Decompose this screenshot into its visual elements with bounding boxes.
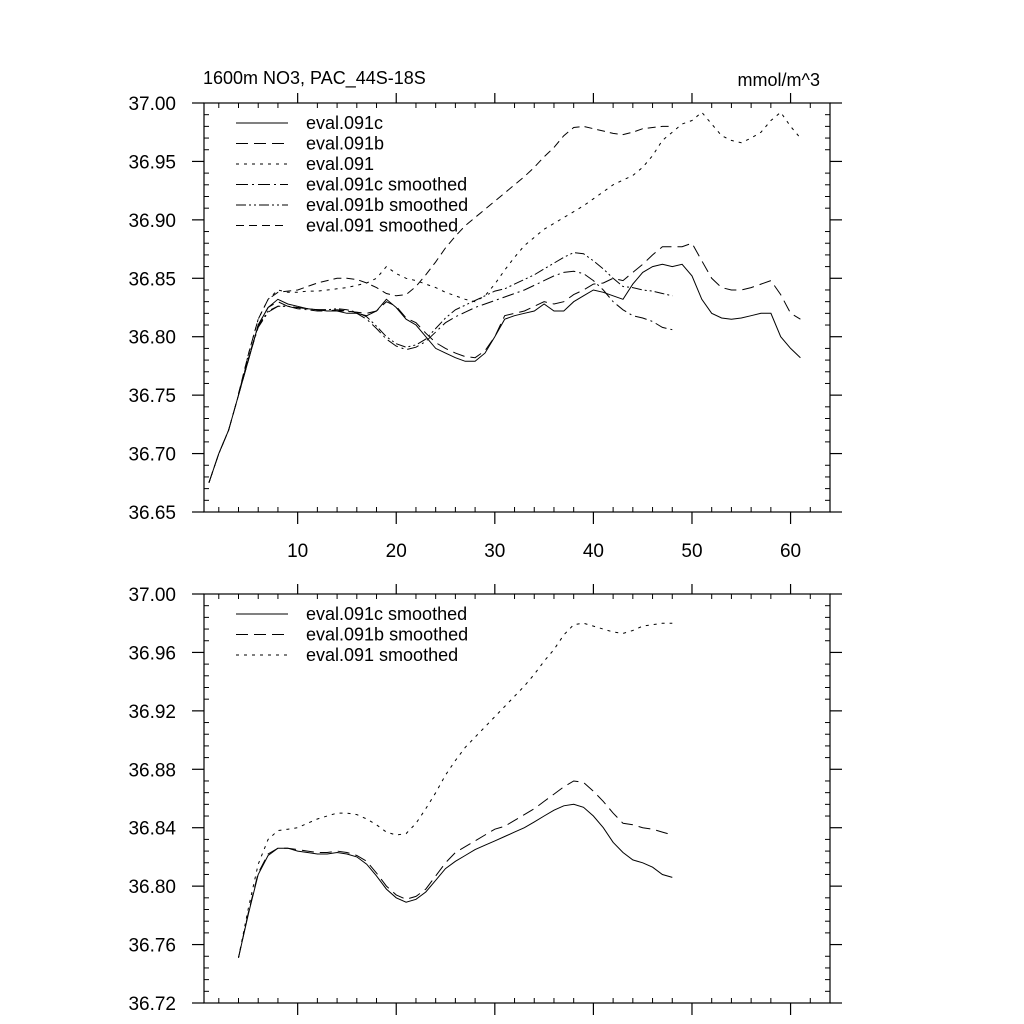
y-tick-label: 36.80 <box>128 877 176 898</box>
y-tick-label: 36.75 <box>128 386 176 407</box>
y-tick-label: 36.88 <box>128 760 176 781</box>
legend-label: eval.091b <box>306 134 384 154</box>
y-tick-label: 36.92 <box>128 702 176 723</box>
series-line-eval-091b-smoothed <box>238 780 673 958</box>
top-panel: 1600m NO3, PAC_44S-18S mmol/m^3 10 20 30 40… <box>128 68 842 562</box>
y-tick-label: 36.76 <box>128 936 176 957</box>
units-label: mmol/m^3 <box>738 70 820 90</box>
series-line-eval-091-smoothed <box>238 622 673 958</box>
series-line-eval-091b-smoothed <box>238 252 673 395</box>
y-tick-label: 36.84 <box>128 819 176 840</box>
y-tick-label: 37.00 <box>128 585 176 606</box>
series-line-eval-091b <box>208 242 801 483</box>
series-line-eval-091c-smoothed <box>238 803 673 958</box>
y-tick-label: 36.90 <box>128 211 176 232</box>
legend-label: eval.091b smoothed <box>306 625 468 645</box>
legend-label: eval.091 smoothed <box>306 645 458 665</box>
y-tick-label: 37.00 <box>128 94 176 115</box>
series-line-eval-091-smoothed <box>238 125 673 395</box>
y-tick-label: 36.96 <box>128 643 176 664</box>
y-tick-label: 36.85 <box>128 269 176 290</box>
legend-label: eval.091 <box>306 154 374 174</box>
x-tick-label: 50 <box>681 541 702 562</box>
x-tick-label: 20 <box>386 541 407 562</box>
legend-label: eval.091c smoothed <box>306 175 467 195</box>
y-tick-label: 36.80 <box>128 328 176 349</box>
legend-label: eval.091 smoothed <box>306 216 458 236</box>
x-tick-label: 40 <box>583 541 604 562</box>
plot-frame <box>203 102 831 513</box>
legend-label: eval.091b smoothed <box>306 195 468 215</box>
x-tick-label: 10 <box>287 541 308 562</box>
legend-label: eval.091c smoothed <box>306 604 467 624</box>
y-tick-label: 36.95 <box>128 152 176 173</box>
y-tick-label: 36.72 <box>128 994 176 1015</box>
series-line-eval-091c-smoothed <box>238 270 673 395</box>
x-tick-label: 30 <box>484 541 505 562</box>
x-tick-label: 60 <box>780 541 801 562</box>
chart-title: 1600m NO3, PAC_44S-18S <box>203 68 426 89</box>
y-tick-label: 36.65 <box>128 503 176 524</box>
y-tick-label: 36.70 <box>128 445 176 466</box>
plot-frame <box>203 593 831 1004</box>
legend-label: eval.091c <box>306 113 383 133</box>
bottom-panel: 36.72 36.76 36.80 36.84 36.88 36.92 36.96 37.00… <box>128 584 842 1015</box>
series-line-eval-091 <box>208 111 801 483</box>
